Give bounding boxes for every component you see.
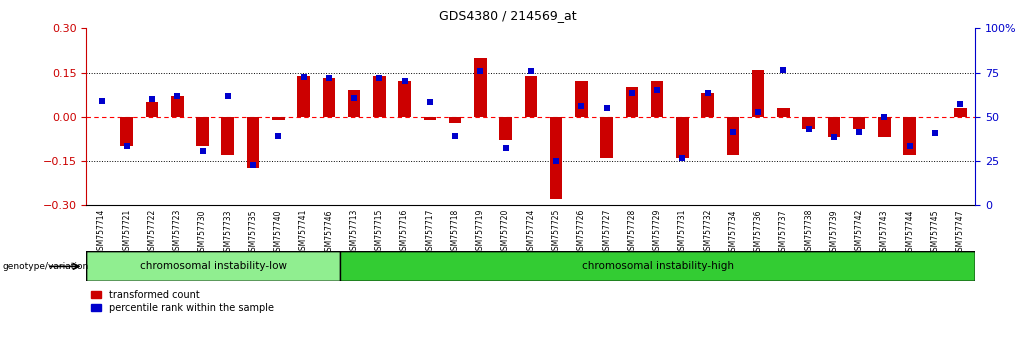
Text: chromosomal instability-low: chromosomal instability-low [140, 261, 287, 272]
Text: GSM757732: GSM757732 [703, 209, 712, 255]
Bar [347, 90, 361, 117]
Text: GSM757714: GSM757714 [97, 209, 106, 255]
Bar [145, 102, 158, 117]
Bar [298, 75, 310, 117]
Text: GSM757719: GSM757719 [475, 209, 485, 255]
Bar [878, 117, 891, 137]
Bar [752, 70, 764, 117]
Bar [550, 117, 563, 199]
Text: GSM757722: GSM757722 [147, 209, 156, 255]
Bar [499, 117, 512, 141]
Bar [852, 117, 866, 129]
Bar [272, 117, 284, 120]
Text: GSM757731: GSM757731 [678, 209, 687, 255]
Bar [828, 117, 840, 137]
Bar [196, 117, 209, 146]
Bar [903, 117, 916, 155]
Bar [373, 75, 386, 117]
Bar [171, 96, 184, 117]
Text: GSM757730: GSM757730 [198, 209, 207, 256]
Bar [954, 108, 966, 117]
Bar [86, 251, 340, 281]
Text: GSM757724: GSM757724 [526, 209, 535, 255]
Text: GSM757740: GSM757740 [273, 209, 282, 256]
Text: GSM757727: GSM757727 [602, 209, 612, 255]
Legend: transformed count, percentile rank within the sample: transformed count, percentile rank withi… [91, 290, 273, 313]
Bar [777, 108, 789, 117]
Text: GSM757738: GSM757738 [805, 209, 813, 255]
Text: GSM757737: GSM757737 [779, 209, 788, 256]
Bar [524, 75, 537, 117]
Text: GSM757746: GSM757746 [324, 209, 333, 256]
Bar [322, 79, 335, 117]
Text: GSM757713: GSM757713 [350, 209, 359, 255]
Bar [424, 117, 436, 120]
Text: GSM757715: GSM757715 [375, 209, 384, 255]
Bar [626, 87, 638, 117]
Text: GSM757723: GSM757723 [173, 209, 182, 255]
Text: GSM757742: GSM757742 [854, 209, 864, 255]
Text: GSM757747: GSM757747 [956, 209, 965, 256]
Text: genotype/variation: genotype/variation [2, 262, 88, 271]
Bar [221, 117, 234, 155]
Text: GSM757720: GSM757720 [501, 209, 510, 255]
Bar [701, 93, 714, 117]
Text: GSM757734: GSM757734 [728, 209, 738, 256]
Text: GSM757744: GSM757744 [905, 209, 914, 256]
Bar [247, 117, 259, 169]
Text: GSM757745: GSM757745 [931, 209, 940, 256]
Text: GSM757716: GSM757716 [400, 209, 409, 255]
Text: GSM757721: GSM757721 [122, 209, 131, 255]
Text: GDS4380 / 214569_at: GDS4380 / 214569_at [439, 9, 577, 22]
Text: GSM757735: GSM757735 [249, 209, 257, 256]
Bar [398, 81, 410, 117]
Bar [340, 251, 975, 281]
Bar [449, 117, 461, 123]
Text: GSM757725: GSM757725 [552, 209, 561, 255]
Text: chromosomal instability-high: chromosomal instability-high [582, 261, 734, 272]
Text: GSM757743: GSM757743 [880, 209, 889, 256]
Bar [803, 117, 815, 129]
Text: GSM757729: GSM757729 [652, 209, 661, 255]
Text: GSM757726: GSM757726 [577, 209, 586, 255]
Bar [474, 58, 487, 117]
Text: GSM757739: GSM757739 [829, 209, 838, 256]
Text: GSM757736: GSM757736 [754, 209, 763, 256]
Text: GSM757728: GSM757728 [628, 209, 636, 255]
Text: GSM757717: GSM757717 [426, 209, 434, 255]
Text: GSM757741: GSM757741 [299, 209, 308, 255]
Bar [676, 117, 689, 158]
Text: GSM757718: GSM757718 [450, 209, 459, 255]
Text: GSM757733: GSM757733 [224, 209, 233, 256]
Bar [600, 117, 613, 158]
Bar [651, 81, 663, 117]
Bar [575, 81, 587, 117]
Bar [121, 117, 133, 146]
Bar [726, 117, 740, 155]
